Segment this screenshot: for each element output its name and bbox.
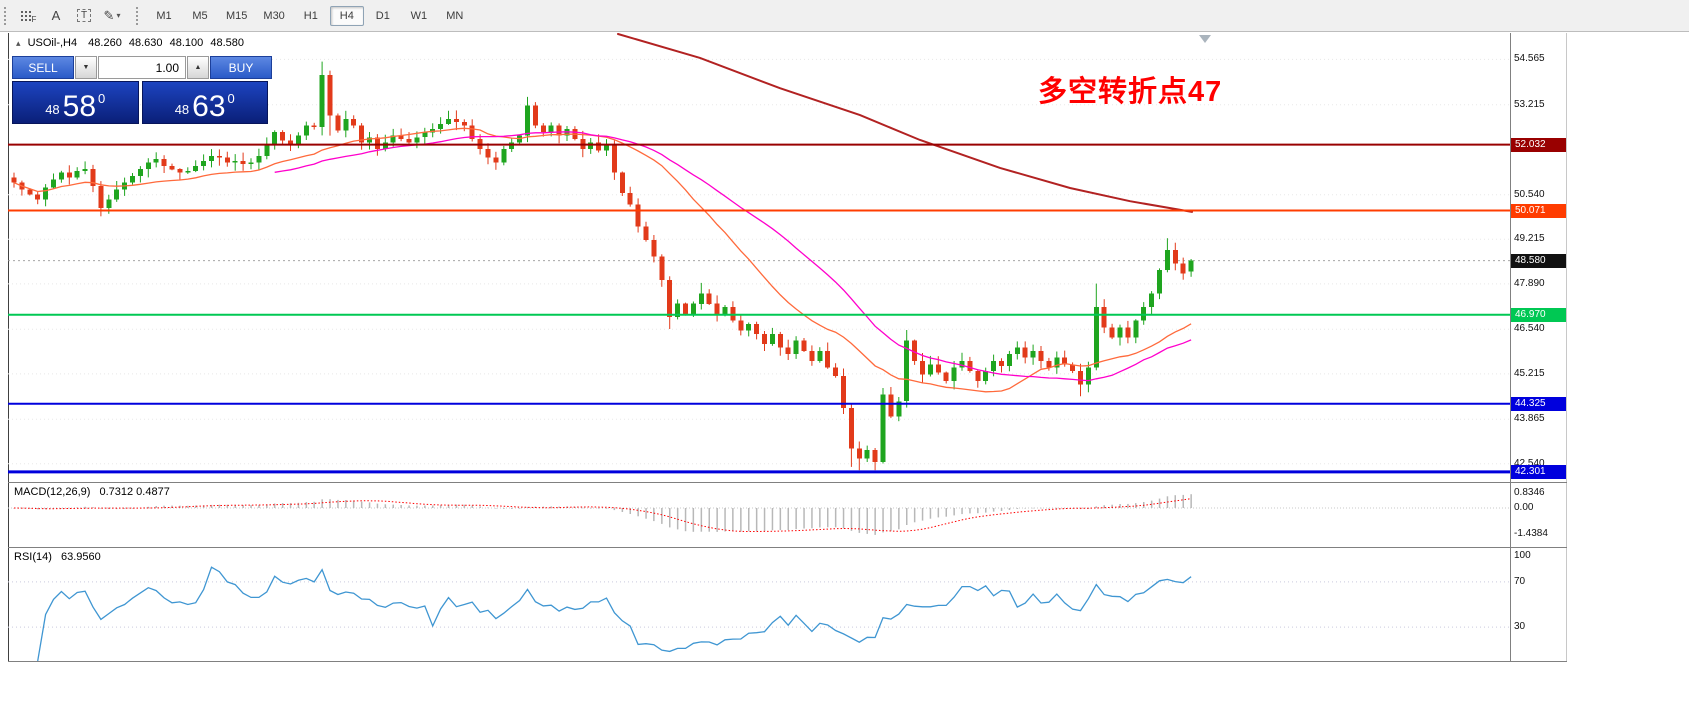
rsi-value: 63.9560 xyxy=(60,551,101,563)
macd-axis-label: 0.00 xyxy=(1514,502,1534,513)
draw-tools-icon[interactable]: ✎ ▾ xyxy=(99,3,125,29)
bid-price-box[interactable]: 48 58 0 xyxy=(12,81,139,124)
toolbar: F A T ✎ ▾ M1 M5 M15 M30 H1 H4 D1 W1 MN xyxy=(0,0,1689,32)
main-chart-canvas[interactable] xyxy=(8,33,1510,482)
trend-moving-average[interactable] xyxy=(617,33,1193,213)
price-axis-label: 46.540 xyxy=(1514,323,1545,334)
rsi-axis-label: 100 xyxy=(1514,550,1531,561)
bid-big: 58 xyxy=(62,90,97,123)
rsi-label: RSI(14) 63.9560 xyxy=(14,551,101,563)
timeframe-button-h4[interactable]: H4 xyxy=(329,5,364,26)
fibo-sub-label: F xyxy=(31,15,37,24)
ask-big: 63 xyxy=(192,90,226,123)
price-axis-separator xyxy=(1510,33,1511,661)
macd-values: 0.7312 0.4877 xyxy=(99,486,170,498)
timeframe-button-h1[interactable]: H1 xyxy=(303,9,318,22)
price-axis-label: 47.890 xyxy=(1514,278,1545,289)
rsi-panel-separator[interactable] xyxy=(8,547,1567,548)
symbol-info: ▴ USOil-,H4 48.260 48.630 48.100 48.580 xyxy=(16,37,248,49)
macd-axis-label: -1.4384 xyxy=(1514,528,1548,539)
price-axis-label: 50.540 xyxy=(1514,189,1545,200)
bid-sup: 0 xyxy=(98,91,106,106)
one-click-trading-panel: SELL ▼ ▲ BUY 48 58 0 48 63 0 xyxy=(12,56,272,124)
volume-input[interactable] xyxy=(98,56,186,79)
rsi-name: RSI(14) xyxy=(14,551,52,563)
buy-button[interactable]: BUY xyxy=(210,56,272,79)
candlesticks xyxy=(11,61,1194,471)
timeframe-button-m1[interactable]: M1 xyxy=(156,9,172,22)
macd-panel-separator[interactable] xyxy=(8,482,1567,483)
timeframe-button-m30[interactable]: M30 xyxy=(263,9,285,22)
sell-button[interactable]: SELL xyxy=(12,56,74,79)
volume-up-button[interactable]: ▲ xyxy=(187,56,209,79)
chart-shift-marker-icon[interactable] xyxy=(1199,35,1211,43)
timeframe-button-w1[interactable]: W1 xyxy=(410,9,428,22)
symbol-title: USOil-,H4 xyxy=(27,37,78,49)
window-right-border xyxy=(1566,33,1567,661)
macd-panel-canvas[interactable] xyxy=(8,483,1510,546)
rsi-panel-canvas[interactable] xyxy=(8,548,1510,661)
text-icon[interactable]: A xyxy=(43,3,69,29)
ohlc-low: 48.100 xyxy=(169,37,204,49)
volume-down-button[interactable]: ▼ xyxy=(75,56,97,79)
price-axis-label: 43.865 xyxy=(1514,413,1545,424)
price-axis-label: 49.215 xyxy=(1514,233,1545,244)
chart-icon: ▴ xyxy=(16,38,21,48)
toolbar-grip-2[interactable] xyxy=(136,6,141,25)
text-label-icon[interactable]: T xyxy=(71,3,97,29)
moving-average-34[interactable] xyxy=(274,131,1192,382)
timeframe-button-d1[interactable]: D1 xyxy=(375,9,390,22)
price-axis-label: 53.215 xyxy=(1514,99,1545,110)
price-axis-label: 42.540 xyxy=(1514,458,1545,469)
timeframe-button-mn[interactable]: MN xyxy=(446,9,464,22)
macd-name: MACD(12,26,9) xyxy=(14,486,91,498)
price-badge-52.032: 52.032 xyxy=(1511,138,1566,152)
dots-grid-icon[interactable]: F xyxy=(15,3,41,29)
dots-grid-glyph xyxy=(19,10,31,21)
chart-annotation[interactable]: 多空转折点47 xyxy=(1038,76,1223,108)
draw-tools-icon-glyph: ✎ xyxy=(103,7,115,23)
ohlc-open: 48.260 xyxy=(88,37,122,49)
macd-signal-line xyxy=(13,498,1192,532)
price-badge-44.325: 44.325 xyxy=(1511,397,1566,411)
text-icon-glyph: A xyxy=(51,8,61,23)
price-badge-42.301: 42.301 xyxy=(1511,465,1566,479)
boxed-t-glyph: T xyxy=(76,9,92,22)
timeframe-button-m5[interactable]: M5 xyxy=(192,9,208,22)
timeframe-button-m15[interactable]: M15 xyxy=(226,9,248,22)
ohlc-high: 48.630 xyxy=(128,37,163,49)
bottom-border xyxy=(8,661,1567,662)
price-badge-50.071: 50.071 xyxy=(1511,204,1566,218)
toolbar-grip[interactable] xyxy=(4,6,9,25)
chevron-down-icon: ▾ xyxy=(116,11,121,20)
price-axis-label: 45.215 xyxy=(1514,368,1545,379)
ask-prefix: 48 xyxy=(174,102,190,117)
bid-prefix: 48 xyxy=(45,102,60,117)
moving-average-21[interactable] xyxy=(13,127,1192,393)
rsi-axis-label: 70 xyxy=(1514,576,1526,587)
ask-sup: 0 xyxy=(227,91,235,106)
macd-axis-label: 0.8346 xyxy=(1514,487,1545,498)
ohlc-close: 48.580 xyxy=(210,37,244,49)
macd-label: MACD(12,26,9) 0.7312 0.4877 xyxy=(14,486,170,498)
macd-histogram xyxy=(13,494,1192,535)
rsi-axis-label: 30 xyxy=(1514,621,1526,632)
rsi-line xyxy=(37,566,1192,661)
chart-left-border xyxy=(8,33,9,661)
price-badge-48.580: 48.580 xyxy=(1511,254,1566,268)
price-badge-46.970: 46.970 xyxy=(1511,308,1566,322)
ask-price-box[interactable]: 48 63 0 xyxy=(141,81,268,124)
price-axis-label: 54.565 xyxy=(1514,53,1545,64)
